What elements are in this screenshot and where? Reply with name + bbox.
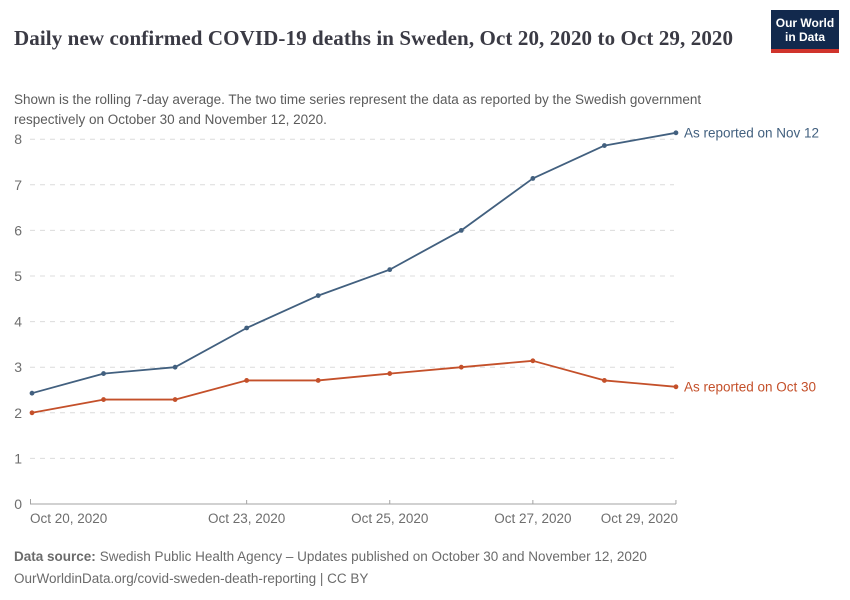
- owid-logo: Our World in Data: [771, 10, 839, 53]
- owid-logo-line2: in Data: [784, 30, 825, 44]
- series-point-0-4: [315, 293, 321, 299]
- series-point-1-5: [387, 371, 393, 376]
- series-point-1-1: [101, 397, 106, 402]
- series-point-1-2: [172, 397, 178, 402]
- series-line-1: [31, 359, 677, 414]
- chart-footer: Data source: Swedish Public Health Agency…: [14, 546, 834, 590]
- owid-logo-line1: Our World: [775, 16, 835, 30]
- y-tick-label-3: 3: [14, 359, 22, 375]
- series-point-1-0: [29, 410, 35, 416]
- series-point-0-6: [458, 228, 464, 233]
- series-point-1-3: [244, 378, 250, 383]
- series-point-0-7: [530, 176, 536, 181]
- data-source-line: Data source: Swedish Public Health Agency…: [14, 546, 834, 568]
- x-tick-label-7: Oct 27, 2020: [494, 511, 571, 526]
- data-source-label: Data source:: [14, 549, 96, 564]
- series-point-1-6: [458, 364, 464, 370]
- series-point-0-5: [387, 267, 393, 273]
- series-point-0-8: [602, 143, 607, 148]
- series-point-1-7: [530, 358, 536, 364]
- data-source-text: Swedish Public Health Agency – Updates p…: [99, 549, 647, 564]
- y-tick-label-2: 2: [14, 405, 22, 421]
- chart-title: Daily new confirmed COVID-19 deaths in S…: [14, 26, 734, 51]
- series-point-0-1: [101, 371, 106, 376]
- series-end-label-1: As reported on Oct 30: [684, 379, 816, 394]
- y-tick-label-8: 8: [14, 131, 22, 147]
- chart-canvas: 0 1 2 3 4 5 6 7 8 Oct 20, 2020 Oct 23, 2020 Oct 25,…: [14, 125, 819, 526]
- series-end-label-0: As reported on Nov 12: [684, 125, 819, 140]
- chart-subtitle: Shown is the rolling 7-day average. The …: [14, 91, 702, 127]
- series-point-1-4: [315, 378, 321, 383]
- series-line-0: [31, 131, 677, 395]
- y-tick-label-6: 6: [14, 222, 22, 238]
- series-point-0-0: [29, 390, 35, 396]
- series-point-1-8: [602, 378, 607, 383]
- x-tick-label-9: Oct 29, 2020: [601, 511, 678, 526]
- x-tick-label-3: Oct 23, 2020: [208, 511, 285, 526]
- series-point-1-9: [673, 384, 679, 390]
- series-point-0-9: [673, 130, 679, 136]
- footer-url-line: OurWorldinData.org/covid-sweden-death-re…: [14, 571, 369, 586]
- series-point-0-2: [172, 364, 178, 370]
- x-tick-label-5: Oct 25, 2020: [351, 511, 428, 526]
- y-tick-label-4: 4: [14, 314, 22, 330]
- y-tick-label-7: 7: [14, 177, 22, 193]
- x-tick-label-0: Oct 20, 2020: [30, 511, 107, 526]
- y-tick-label-1: 1: [14, 450, 22, 466]
- y-tick-label-5: 5: [14, 268, 22, 284]
- series-point-0-3: [244, 325, 250, 331]
- y-tick-label-0: 0: [14, 496, 22, 512]
